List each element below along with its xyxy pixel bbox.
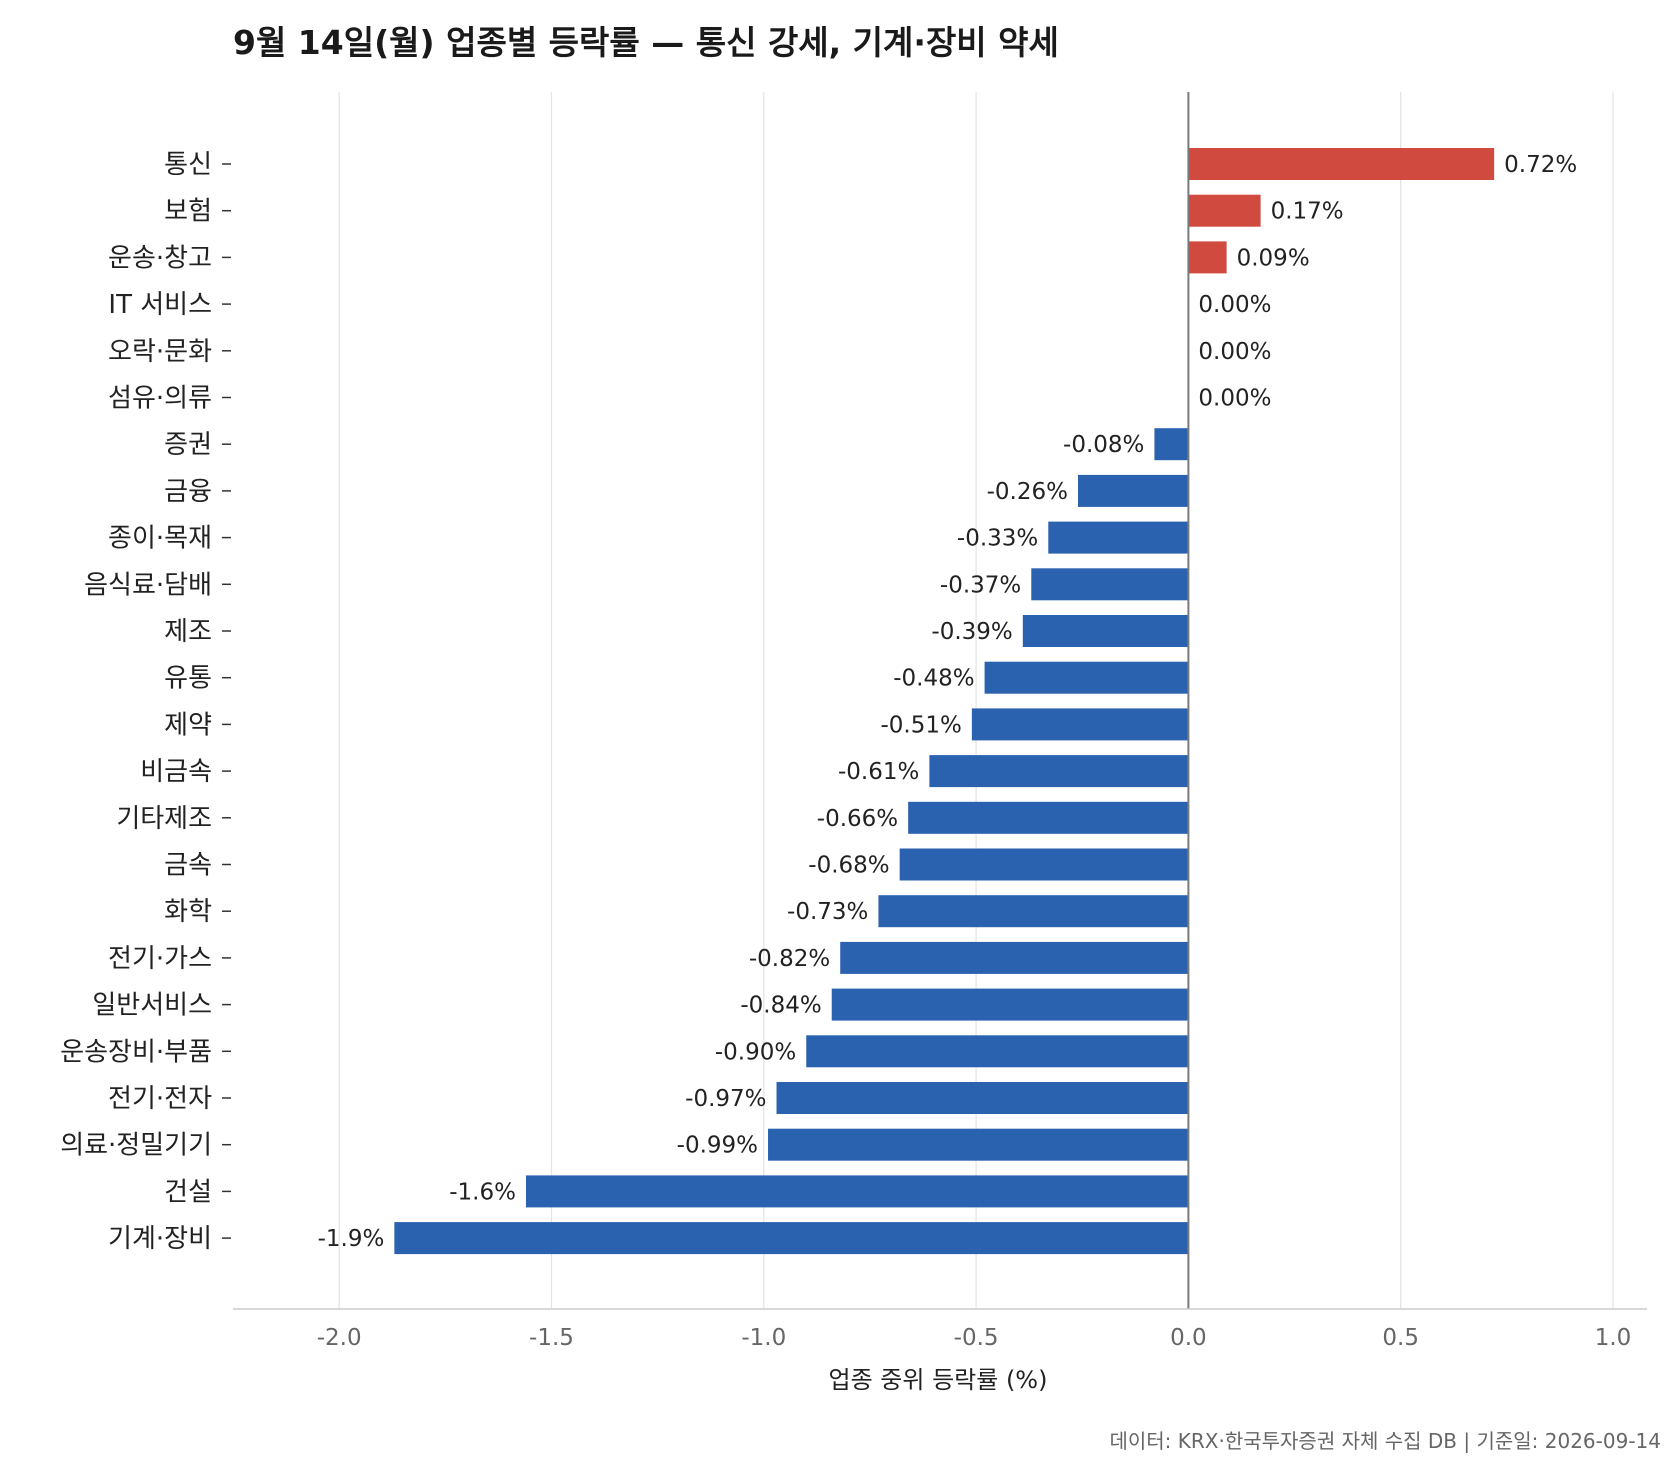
x-tick-label: -2.0 [317, 1325, 362, 1351]
category-label: 일반서비스 [92, 991, 212, 1021]
x-tick-label: 1.0 [1595, 1325, 1632, 1351]
labels: 통신 0.72% 보험 0.17% 운송·창고 0.09% IT 서비스 0.00% 오락·문화… [60, 150, 1577, 1254]
category-label: 운송·창고 [108, 243, 212, 273]
bar [768, 1128, 1189, 1161]
value-label: 0.72% [1504, 152, 1577, 178]
value-label: -0.33% [957, 526, 1038, 552]
category-label: 금융 [164, 477, 212, 507]
bar [776, 1082, 1189, 1114]
bar [971, 708, 1189, 741]
bar [1188, 148, 1495, 180]
category-label: 기타제조 [116, 804, 212, 834]
value-label: -0.48% [893, 666, 974, 692]
value-label: -0.66% [817, 806, 898, 832]
bar [899, 848, 1189, 881]
category-label: 유통 [164, 664, 212, 694]
chart-title: 9월 14일(월) 업종별 등락률 — 통신 강세, 기계·장비 약세 [233, 23, 1059, 62]
category-label: 건설 [164, 1177, 212, 1207]
bar [1188, 194, 1261, 227]
x-axis-title: 업종 중위 등락률 (%) [829, 1366, 1048, 1394]
value-label: -0.51% [880, 712, 961, 738]
category-label: 제약 [164, 710, 212, 740]
x-tick-label: -1.0 [741, 1325, 786, 1351]
category-label: 종이·목재 [108, 524, 212, 554]
bar [908, 801, 1189, 834]
category-label: 증권 [164, 430, 212, 460]
x-tick-label: -1.5 [529, 1325, 574, 1351]
x-axis: -2.0 -1.5 -1.0 -0.5 0.0 0.5 1.0 [233, 1308, 1647, 1351]
category-label: 의료·정밀기기 [60, 1131, 212, 1161]
value-label: -0.39% [931, 619, 1012, 645]
bar [394, 1222, 1189, 1255]
value-label: 0.17% [1271, 199, 1344, 225]
bar [806, 1035, 1189, 1068]
category-label: 비금속 [140, 757, 212, 787]
bar [1154, 428, 1189, 461]
x-tick-label: 0.0 [1170, 1325, 1207, 1351]
bars [394, 148, 1495, 1255]
x-tick-label: 0.5 [1382, 1325, 1419, 1351]
grid-lines [338, 92, 1614, 1309]
value-label: -1.9% [318, 1226, 385, 1252]
value-label: -0.90% [715, 1039, 796, 1065]
bar [984, 661, 1189, 694]
category-label: 음식료·담배 [84, 570, 212, 600]
value-label: -0.08% [1063, 432, 1144, 458]
bar [840, 941, 1189, 974]
value-label: -0.26% [987, 479, 1068, 505]
value-label: -0.37% [940, 572, 1021, 598]
bar [831, 988, 1189, 1021]
value-label: 0.09% [1237, 245, 1310, 271]
category-label: 통신 [164, 150, 212, 180]
category-label: 섬유·의류 [108, 384, 212, 414]
value-label: -0.68% [808, 853, 889, 879]
bar [1188, 241, 1227, 274]
value-label: -0.73% [787, 899, 868, 925]
category-label: 화학 [164, 897, 212, 927]
bar [878, 895, 1189, 928]
category-label: 오락·문화 [108, 337, 212, 367]
bar [525, 1175, 1189, 1208]
category-label: IT 서비스 [108, 290, 212, 320]
footer-note: 데이터: KRX·한국투자증권 자체 수집 DB | 기준일: 2026-09-… [1109, 1429, 1661, 1453]
bar [1031, 568, 1189, 601]
category-label: 운송장비·부품 [60, 1037, 212, 1067]
x-tick-label: -0.5 [954, 1325, 999, 1351]
bar [1078, 474, 1189, 507]
value-label: -0.99% [677, 1133, 758, 1159]
value-label: 0.00% [1198, 339, 1271, 365]
category-label: 금속 [164, 851, 212, 881]
value-label: -0.82% [749, 946, 830, 972]
bar [1048, 521, 1189, 554]
value-label: 0.00% [1198, 292, 1271, 318]
bar [929, 755, 1189, 788]
category-label: 전기·가스 [108, 944, 212, 974]
category-label: 기계·장비 [108, 1224, 212, 1254]
category-label: 보험 [164, 197, 212, 227]
category-label: 전기·전자 [108, 1084, 212, 1114]
value-label: -0.84% [740, 993, 821, 1019]
bar [1022, 615, 1189, 647]
value-label: -0.61% [838, 759, 919, 785]
category-label: 제조 [164, 617, 212, 647]
value-label: -0.97% [685, 1086, 766, 1112]
value-label: 0.00% [1198, 386, 1271, 412]
value-label: -1.6% [449, 1179, 516, 1205]
